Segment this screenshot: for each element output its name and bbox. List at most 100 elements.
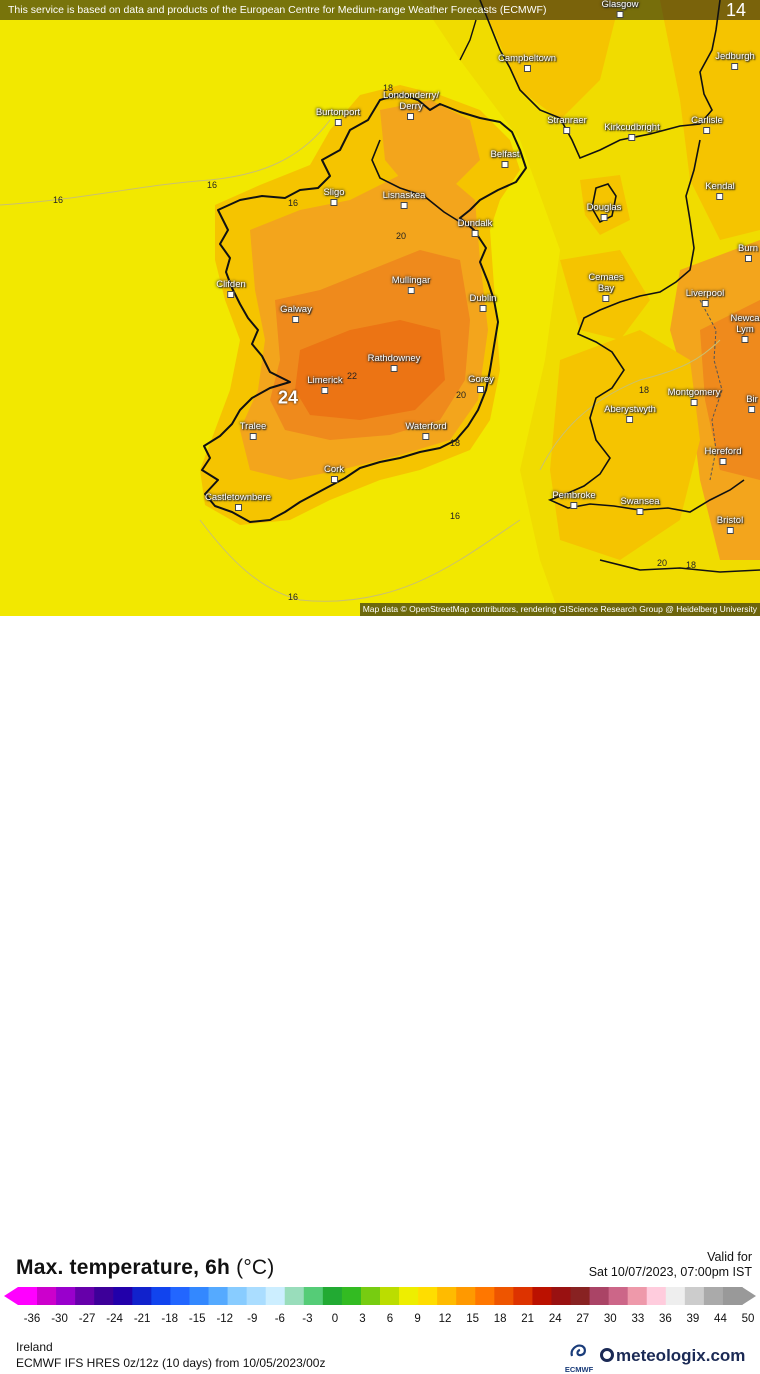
city-label: Burn	[738, 243, 758, 262]
city-name: Kirkcudbright	[604, 122, 660, 133]
city-name: Carlisle	[691, 115, 723, 126]
city-label: Londonderry/Derry	[383, 90, 439, 120]
city-label: Newca Lym	[730, 313, 760, 343]
city-label: Campbeltown	[498, 53, 556, 72]
colorbar-tick-label: 33	[631, 1313, 645, 1325]
city-name: Montgomery	[667, 387, 721, 398]
city-name: Rathdowney	[367, 353, 421, 364]
city-marker-icon	[234, 504, 242, 511]
colorbar-segment	[646, 1287, 667, 1305]
city-name: Newca	[730, 313, 760, 324]
isotherm-label: 18	[638, 385, 650, 395]
colorbar-tick-label: -6	[274, 1313, 285, 1325]
colorbar-min-arrow	[4, 1287, 18, 1305]
meteologix-logo[interactable]: meteologix.com	[600, 1346, 745, 1366]
city-label: Douglas	[586, 202, 622, 221]
colorbar-segment	[18, 1287, 38, 1305]
city-marker-icon	[726, 527, 734, 534]
colorbar-segment	[227, 1287, 248, 1305]
colorbar-segment	[56, 1287, 76, 1305]
ecmwf-notice-banner: This service is based on data and produc…	[0, 0, 760, 20]
colorbar-tick-label: 12	[438, 1313, 452, 1325]
colorbar-segment	[684, 1287, 705, 1305]
city-marker-icon	[602, 295, 610, 302]
city-marker-icon	[628, 134, 636, 141]
colorbar-segment	[322, 1287, 343, 1305]
colorbar-segment	[246, 1287, 267, 1305]
region-label: Ireland	[16, 1340, 53, 1354]
colorbar-tick-label: 18	[493, 1313, 507, 1325]
forecast-map[interactable]: This service is based on data and produc…	[0, 0, 760, 616]
city-label: Stranraer	[547, 115, 587, 134]
colorbar-tick-label: -24	[106, 1313, 123, 1325]
city-marker-icon	[570, 502, 578, 509]
city-label: Mullingar	[392, 275, 430, 294]
city-marker-icon	[690, 399, 698, 406]
valid-datetime: Sat 10/07/2023, 07:00pm IST	[588, 1265, 752, 1279]
city-label: Sligo	[323, 187, 345, 206]
colorbar-tick-label: -3	[302, 1313, 313, 1325]
city-marker-icon	[477, 386, 485, 393]
colorbar-tick-label: 6	[386, 1313, 394, 1325]
isotherm-label: 16	[52, 195, 64, 205]
city-name: Derry	[399, 101, 423, 112]
city-name: Burtonport	[315, 107, 361, 118]
city-label: Aberystwyth	[604, 404, 656, 423]
colorbar-segment	[170, 1287, 191, 1305]
city-label: Glasgow	[602, 0, 638, 18]
city-name: Dundalk	[457, 218, 493, 229]
colorbar-max-arrow	[742, 1287, 756, 1305]
legend-panel: Max. temperature, 6h (°C) Valid for Sat …	[0, 616, 760, 1374]
isotherm-label: 18	[382, 83, 394, 93]
colorbar-tick-label: 39	[686, 1313, 700, 1325]
city-label: Swansea	[620, 496, 660, 515]
city-marker-icon	[330, 476, 338, 483]
colorbar-segment	[532, 1287, 553, 1305]
city-marker-icon	[703, 127, 711, 134]
city-name: Gorey	[468, 374, 494, 385]
city-marker-icon	[501, 161, 509, 168]
city-marker-icon	[744, 255, 752, 262]
isotherm-label: 18	[449, 438, 461, 448]
city-label: Clifden	[216, 279, 246, 298]
city-name: Hereford	[704, 446, 742, 457]
city-label: Rathdowney	[367, 353, 421, 372]
city-name: Liverpool	[685, 288, 725, 299]
colorbar-segment	[75, 1287, 95, 1305]
colorbar-segment	[151, 1287, 172, 1305]
city-marker-icon	[407, 113, 415, 120]
city-name: Campbeltown	[497, 53, 557, 64]
city-name: Clifden	[216, 279, 246, 290]
city-label: Hereford	[704, 446, 742, 465]
city-label: Lisnaskea	[383, 190, 425, 209]
city-name: Galway	[280, 304, 312, 315]
colorbar-tick-label: 3	[359, 1313, 366, 1325]
city-name: Pembroke	[552, 490, 596, 501]
city-label: Dundalk	[457, 218, 493, 237]
city-marker-icon	[600, 214, 608, 221]
map-attribution: Map data © OpenStreetMap contributors, r…	[359, 603, 760, 616]
colorbar-segment	[418, 1287, 438, 1305]
isotherm-label: 20	[455, 390, 467, 400]
city-marker-icon	[523, 65, 531, 72]
colorbar-segment	[551, 1287, 572, 1305]
colorbar-tick-label: 50	[741, 1313, 755, 1325]
isotherm-label: 18	[685, 560, 697, 570]
isotherm-label: 22	[346, 371, 358, 381]
colorbar-segment	[189, 1287, 210, 1305]
city-label: Galway	[280, 304, 312, 323]
city-name: Aberystwyth	[604, 404, 656, 415]
colorbar-segment	[437, 1287, 457, 1305]
colorbar-tick-label: -30	[51, 1313, 68, 1325]
isotherm-label: 16	[287, 198, 299, 208]
city-name: Cork	[323, 464, 345, 475]
city-label: Tralee	[240, 421, 266, 440]
city-marker-icon	[471, 230, 479, 237]
valid-time: Valid for Sat 10/07/2023, 07:00pm IST	[589, 1250, 752, 1280]
city-marker-icon	[636, 508, 644, 515]
city-label: Cork	[324, 464, 344, 483]
city-name: Douglas	[586, 202, 622, 213]
colorbar-tick-label: 15	[466, 1313, 480, 1325]
city-marker-icon	[422, 433, 430, 440]
city-label: Pembroke	[552, 490, 596, 509]
